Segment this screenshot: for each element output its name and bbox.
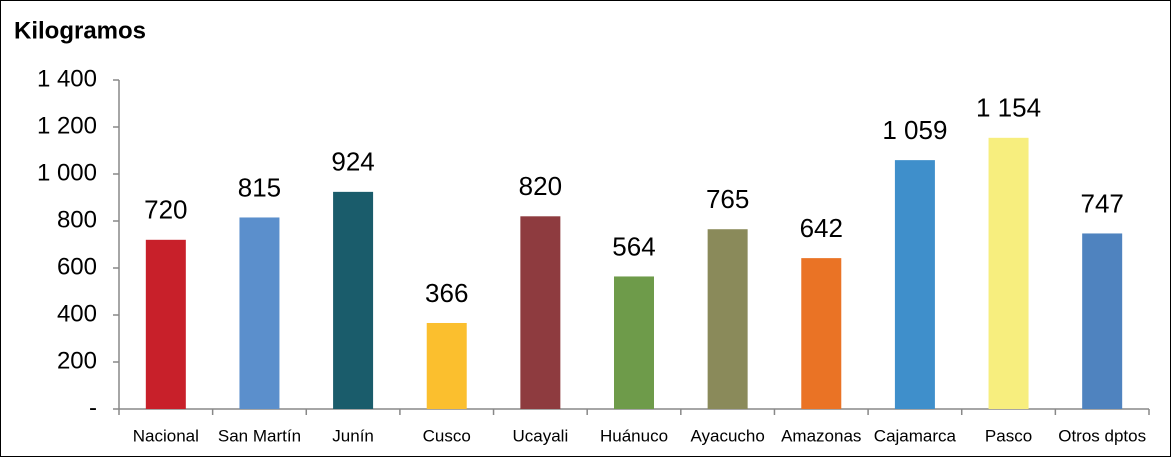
bar [1082, 233, 1123, 409]
value-label: 765 [706, 184, 749, 214]
value-label: 720 [144, 195, 187, 225]
y-tick-label: 1 000 [37, 159, 97, 186]
x-tick-label: Cusco [423, 426, 471, 445]
bar [520, 216, 561, 409]
x-tick-label: Junín [332, 426, 374, 445]
y-tick-label: - [89, 394, 97, 421]
value-label: 564 [612, 231, 655, 261]
y-tick-label: 600 [57, 253, 97, 280]
y-tick-label: 1 200 [37, 112, 97, 139]
y-tick-label: 200 [57, 347, 97, 374]
value-label: 924 [331, 147, 374, 177]
bar [239, 217, 280, 409]
y-tick-label: 400 [57, 300, 97, 327]
bar [707, 229, 748, 409]
value-label: 366 [425, 278, 468, 308]
bar [614, 276, 654, 409]
value-label: 1 059 [882, 115, 947, 145]
x-tick-label: Amazonas [781, 426, 861, 445]
x-tick-label: Pasco [985, 426, 1032, 445]
bar [145, 239, 186, 409]
x-tick-label: Ucayali [512, 426, 568, 445]
value-label: 642 [800, 213, 843, 243]
value-label: 1 154 [976, 93, 1041, 123]
bar [801, 258, 842, 409]
value-label: 815 [238, 172, 281, 202]
x-tick-label: Nacional [133, 426, 199, 445]
x-tick-label: Cajamarca [874, 426, 957, 445]
value-label: 820 [519, 171, 562, 201]
bar [894, 160, 935, 409]
x-tick-label: Ayacucho [690, 426, 764, 445]
x-tick-label: Huánuco [600, 426, 668, 445]
value-label: 747 [1080, 188, 1123, 218]
bar [426, 322, 467, 409]
chart-title: Kilogramos [14, 17, 146, 44]
y-tick-label: 1 400 [37, 65, 97, 92]
bar [988, 137, 1029, 409]
x-tick-label: Otros dptos [1058, 426, 1146, 445]
bar [333, 191, 374, 409]
x-tick-label: San Martín [218, 426, 301, 445]
y-tick-label: 800 [57, 206, 97, 233]
